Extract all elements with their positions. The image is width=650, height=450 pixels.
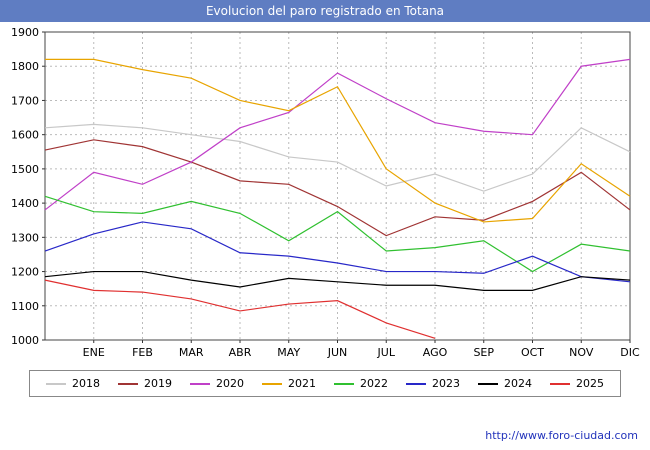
legend-item-2021: 2021	[262, 377, 316, 390]
legend-label-2019: 2019	[144, 377, 172, 390]
legend-swatch-2025	[550, 382, 570, 385]
legend-label-2025: 2025	[576, 377, 604, 390]
legend-label-2021: 2021	[288, 377, 316, 390]
series-line-2019	[44, 139, 631, 237]
x-tick-label: JUN	[327, 346, 348, 359]
x-tick-label: FEB	[132, 346, 153, 359]
x-tick-label: NOV	[569, 346, 594, 359]
title-bar: Evolucion del paro registrado en Totana	[0, 0, 650, 22]
legend-item-2020: 2020	[190, 377, 244, 390]
chart-title: Evolucion del paro registrado en Totana	[205, 4, 445, 18]
legend-swatch-2023	[406, 382, 426, 385]
footer-url-link[interactable]: http://www.foro-ciudad.com	[485, 429, 638, 442]
legend-item-2025: 2025	[550, 377, 604, 390]
x-tick-label: JUL	[377, 346, 396, 359]
x-tick-label: OCT	[521, 346, 544, 359]
x-tick-label: MAY	[277, 346, 300, 359]
x-tick-label: SEP	[473, 346, 494, 359]
y-tick-label: 1000	[11, 334, 39, 347]
y-tick-label: 1700	[11, 94, 39, 107]
legend-swatch-2019	[118, 382, 138, 385]
series-line-2022	[44, 195, 631, 273]
legend-label-2018: 2018	[72, 377, 100, 390]
y-tick-label: 1200	[11, 266, 39, 279]
series-line-2021	[45, 58, 631, 223]
legend-item-2024: 2024	[478, 377, 532, 390]
x-tick-label: ABR	[229, 346, 252, 359]
footer: http://www.foro-ciudad.com	[485, 429, 638, 442]
legend-label-2023: 2023	[432, 377, 460, 390]
x-tick-label: DIC	[620, 346, 640, 359]
series-line-2024	[44, 270, 631, 291]
y-tick-label: 1900	[11, 26, 39, 39]
y-tick-label: 1400	[11, 197, 39, 210]
y-tick-label: 1100	[11, 300, 39, 313]
y-tick-label: 1600	[11, 129, 39, 142]
line-chart: 1000 1100 1200 1300 1400 1500 1600 1700 1800 1900…	[11, 26, 640, 359]
legend-swatch-2022	[334, 382, 354, 385]
series-line-2020	[44, 58, 631, 211]
legend-swatch-2020	[190, 382, 210, 385]
y-tick-label: 1800	[11, 60, 39, 73]
series-line-2023	[44, 221, 631, 283]
chart-legend: 2018 2019 2020 2021 2022 2023 2024 2025	[29, 370, 621, 397]
legend-swatch-2021	[262, 382, 282, 385]
y-tick-label: 1500	[11, 163, 39, 176]
x-tick-label: MAR	[179, 346, 204, 359]
x-tick-label: AGO	[423, 346, 448, 359]
legend-item-2019: 2019	[118, 377, 172, 390]
plot-border	[44, 31, 631, 341]
legend-item-2018: 2018	[46, 377, 100, 390]
legend-item-2022: 2022	[334, 377, 388, 390]
legend-label-2024: 2024	[504, 377, 532, 390]
series-line-2025	[44, 279, 436, 339]
legend-label-2020: 2020	[216, 377, 244, 390]
legend-swatch-2024	[478, 382, 498, 385]
series-line-2018	[44, 123, 631, 192]
x-tick-label: ENE	[83, 346, 105, 359]
legend-item-2023: 2023	[406, 377, 460, 390]
legend-label-2022: 2022	[360, 377, 388, 390]
y-tick-label: 1300	[11, 231, 39, 244]
legend-swatch-2018	[46, 382, 66, 385]
